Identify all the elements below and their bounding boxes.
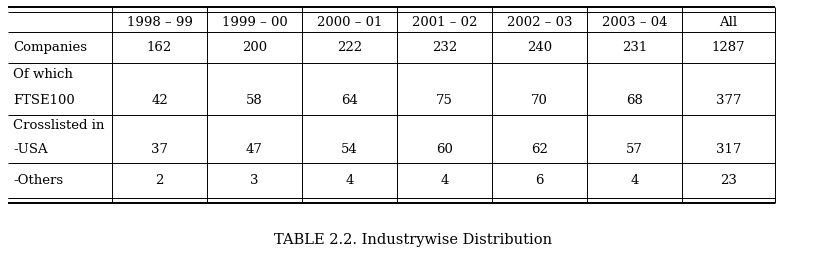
Text: Crosslisted in: Crosslisted in (13, 119, 104, 132)
Text: 68: 68 (626, 94, 643, 107)
Text: 1998 – 99: 1998 – 99 (126, 16, 192, 29)
Text: 6: 6 (535, 174, 544, 187)
Text: 2002 – 03: 2002 – 03 (506, 16, 572, 29)
Text: 2001 – 02: 2001 – 02 (412, 16, 477, 29)
Text: Companies: Companies (13, 41, 87, 54)
Text: 57: 57 (626, 143, 643, 156)
Text: 42: 42 (151, 94, 168, 107)
Text: 70: 70 (531, 94, 548, 107)
Text: 1999 – 00: 1999 – 00 (221, 16, 287, 29)
Text: 64: 64 (341, 94, 358, 107)
Text: Of which: Of which (13, 68, 73, 81)
Text: 231: 231 (622, 41, 647, 54)
Text: -Others: -Others (13, 174, 63, 187)
Text: TABLE 2.2. Industrywise Distribution: TABLE 2.2. Industrywise Distribution (274, 233, 552, 247)
Text: 3: 3 (250, 174, 259, 187)
Text: 58: 58 (246, 94, 263, 107)
Text: 162: 162 (147, 41, 172, 54)
Text: 317: 317 (716, 143, 741, 156)
Text: 2003 – 04: 2003 – 04 (602, 16, 667, 29)
Text: 37: 37 (151, 143, 168, 156)
Text: 240: 240 (527, 41, 552, 54)
Text: 60: 60 (436, 143, 453, 156)
Text: 222: 222 (337, 41, 362, 54)
Text: All: All (719, 16, 738, 29)
Text: 200: 200 (242, 41, 267, 54)
Text: 232: 232 (432, 41, 457, 54)
Text: 23: 23 (720, 174, 737, 187)
Text: 4: 4 (440, 174, 449, 187)
Text: 54: 54 (341, 143, 358, 156)
Text: 2000 – 01: 2000 – 01 (317, 16, 382, 29)
Text: 75: 75 (436, 94, 453, 107)
Text: 47: 47 (246, 143, 263, 156)
Text: 1287: 1287 (712, 41, 745, 54)
Text: 4: 4 (630, 174, 638, 187)
Text: FTSE100: FTSE100 (13, 94, 74, 107)
Text: 62: 62 (531, 143, 548, 156)
Text: -USA: -USA (13, 143, 48, 156)
Text: 4: 4 (345, 174, 354, 187)
Text: 377: 377 (716, 94, 741, 107)
Text: 2: 2 (155, 174, 164, 187)
